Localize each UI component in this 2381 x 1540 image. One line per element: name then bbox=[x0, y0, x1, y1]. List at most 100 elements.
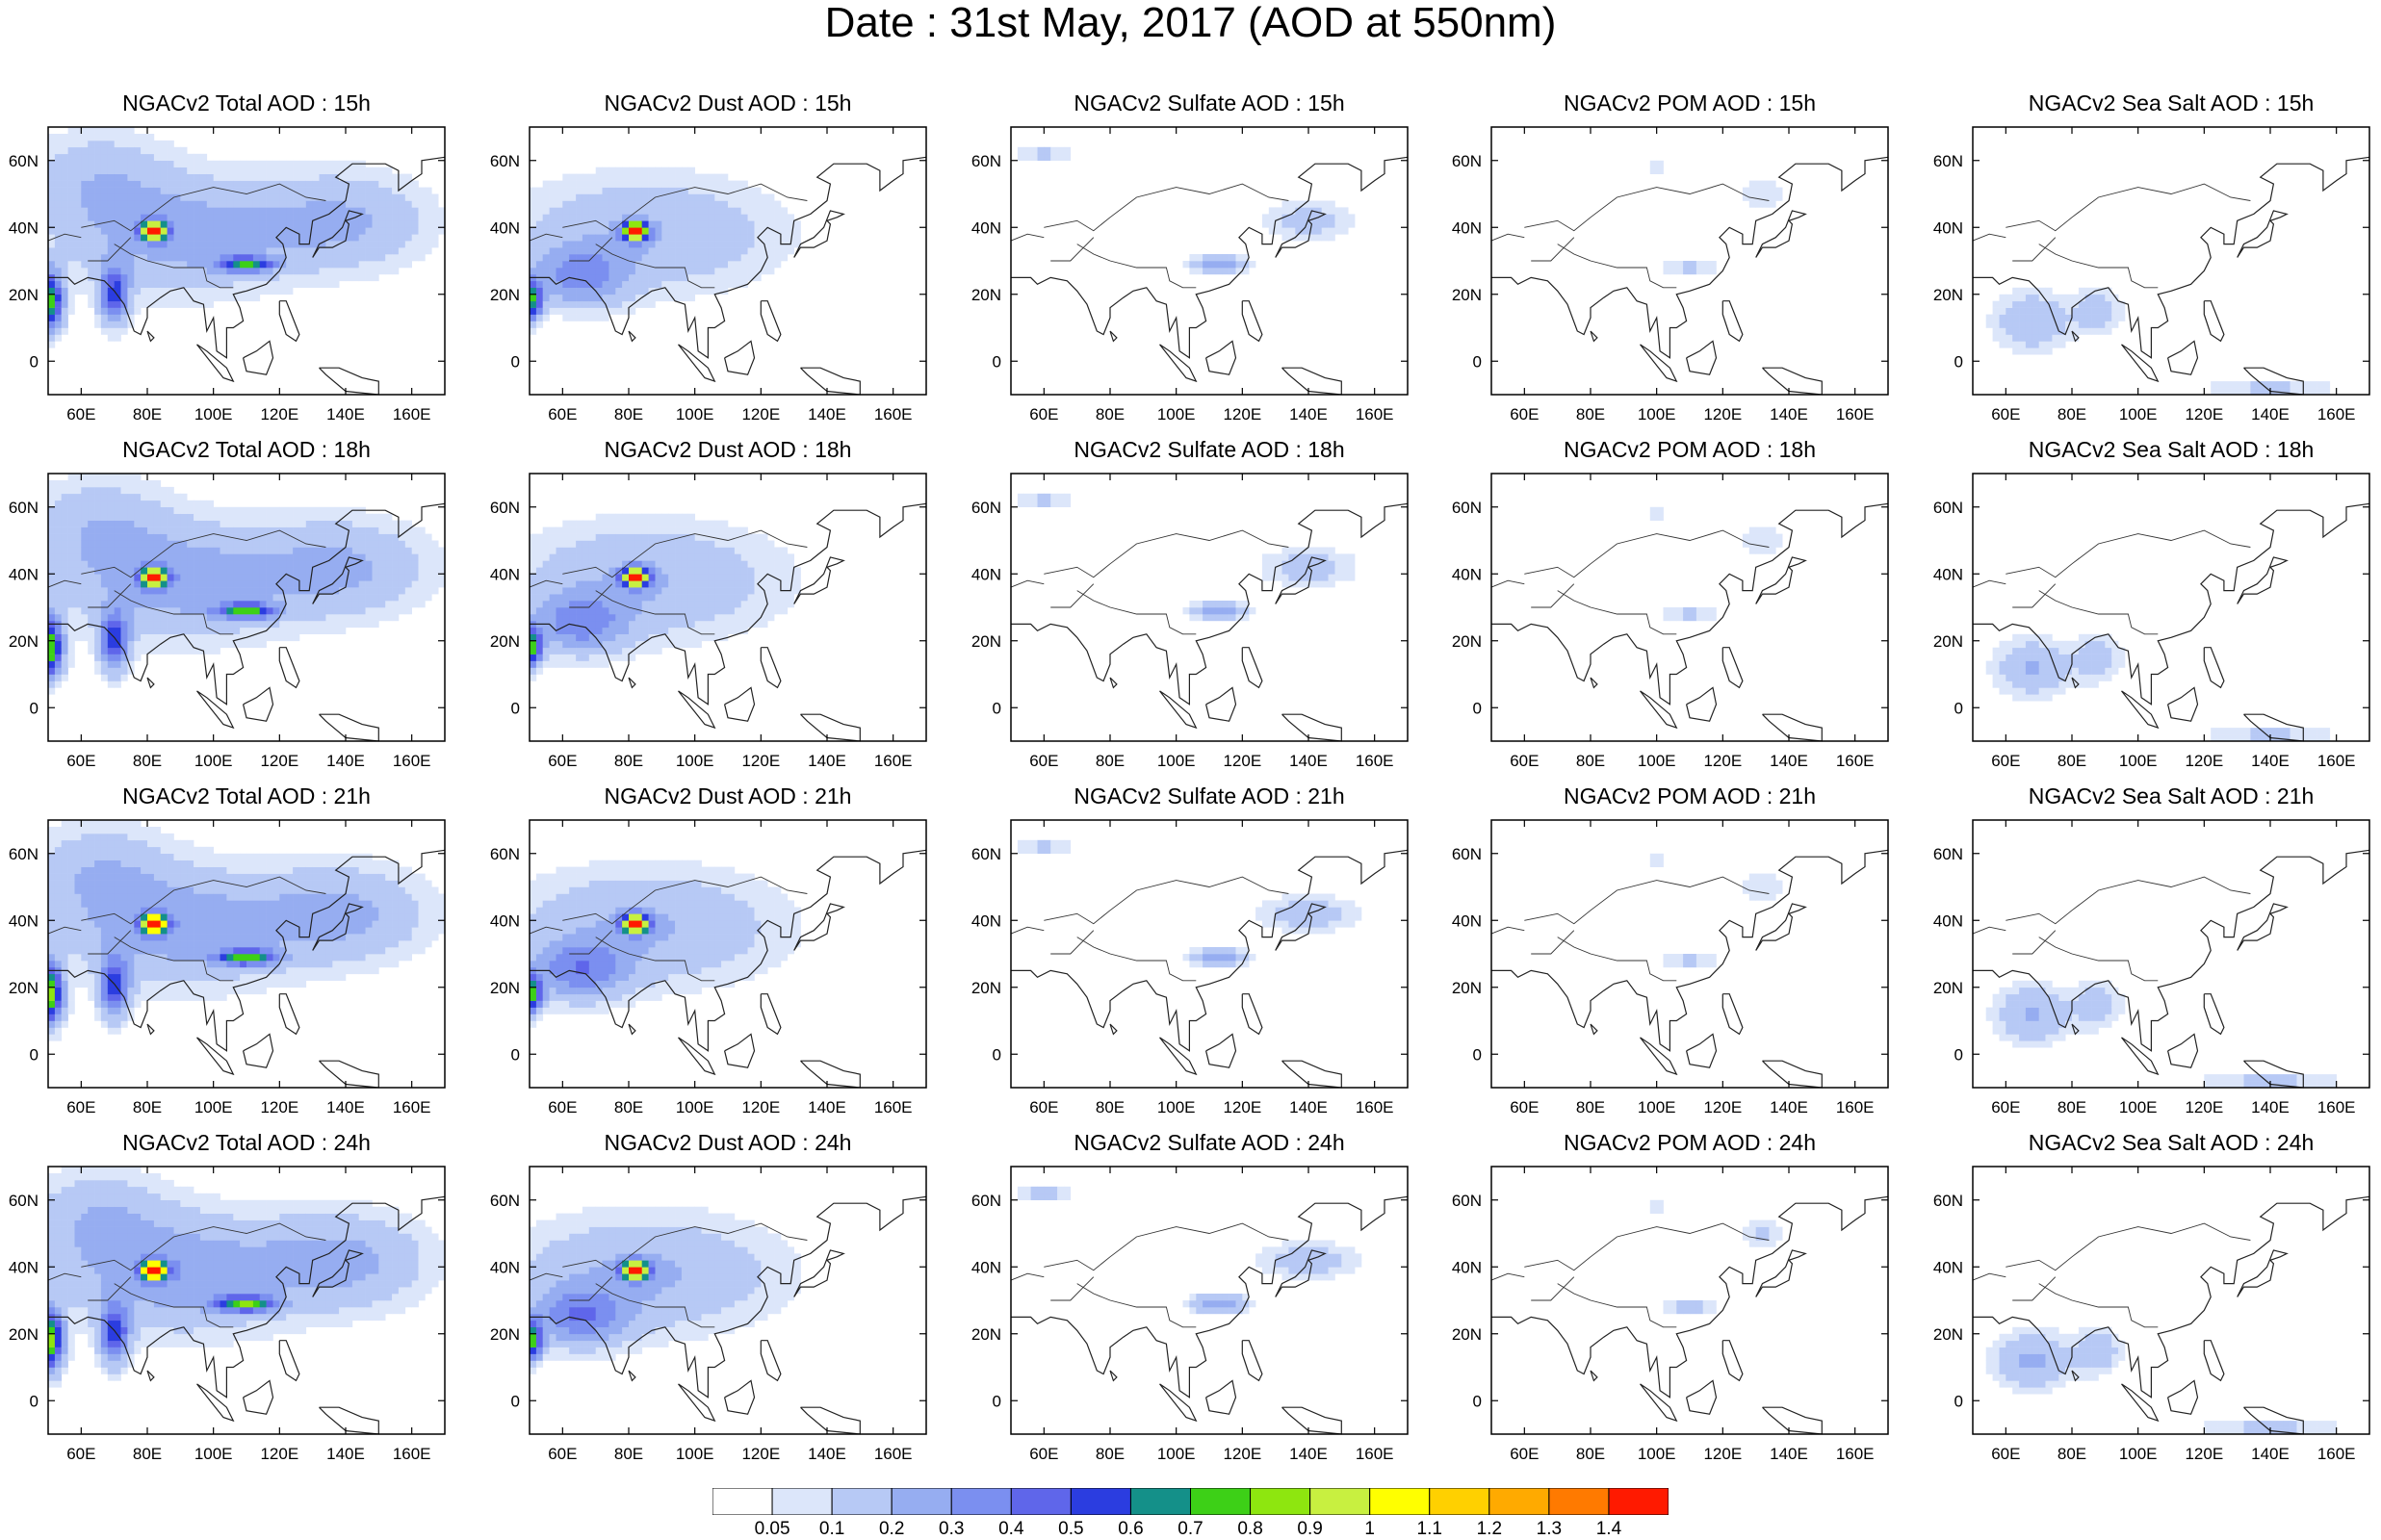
aod-cell bbox=[622, 548, 629, 554]
aod-cell bbox=[702, 594, 709, 601]
aod-cell bbox=[419, 553, 426, 560]
aod-cell bbox=[194, 268, 200, 274]
aod-cell bbox=[226, 541, 233, 548]
aod-cell bbox=[622, 654, 629, 661]
aod-cell bbox=[359, 181, 366, 188]
aod-cell bbox=[721, 214, 728, 220]
aod-cell bbox=[187, 241, 194, 247]
aod-cell bbox=[1329, 201, 1335, 208]
aod-cell bbox=[62, 214, 68, 220]
aod-cell bbox=[576, 541, 582, 548]
aod-cell bbox=[320, 188, 326, 194]
aod-cell bbox=[279, 281, 286, 288]
aod-cell bbox=[675, 607, 682, 614]
aod-cell bbox=[608, 641, 615, 648]
aod-cell bbox=[233, 241, 240, 247]
aod-cell bbox=[550, 567, 556, 574]
aod-cell bbox=[194, 553, 200, 560]
country-border bbox=[1044, 530, 1288, 578]
aod-cell bbox=[629, 594, 635, 601]
aod-cell bbox=[168, 220, 174, 227]
aod-cell bbox=[88, 247, 94, 254]
aod-cell bbox=[48, 500, 55, 507]
aod-cell bbox=[306, 527, 313, 534]
aod-cell bbox=[1329, 580, 1335, 587]
aod-cell bbox=[748, 227, 755, 234]
aod-cell bbox=[405, 194, 412, 201]
aod-cell bbox=[134, 181, 141, 188]
aod-cell bbox=[332, 161, 339, 167]
aod-cell bbox=[108, 188, 115, 194]
aod-cell bbox=[2046, 341, 2053, 347]
aod-cell bbox=[741, 621, 748, 628]
aod-cell bbox=[576, 614, 582, 621]
aod-cell bbox=[115, 607, 121, 614]
aod-cell bbox=[134, 634, 141, 641]
aod-cell bbox=[735, 207, 741, 214]
aod-cell bbox=[1223, 614, 1229, 621]
aod-cell bbox=[220, 607, 227, 614]
aod-cell bbox=[194, 254, 200, 261]
aod-cell bbox=[702, 201, 709, 208]
aod-cell bbox=[127, 607, 134, 614]
aod-cell bbox=[332, 601, 339, 607]
aod-cell bbox=[88, 288, 94, 295]
aod-cell bbox=[101, 587, 108, 594]
aod-cell bbox=[589, 315, 596, 321]
aod-cell bbox=[2058, 315, 2065, 321]
aod-cell bbox=[48, 220, 55, 227]
aod-cell bbox=[642, 514, 649, 521]
aod-cell bbox=[576, 628, 582, 634]
aod-cell bbox=[68, 514, 75, 521]
aod-cell bbox=[48, 227, 55, 234]
aod-cell bbox=[543, 654, 550, 661]
aod-cell bbox=[75, 594, 82, 601]
aod-cell bbox=[68, 534, 75, 541]
aod-cell bbox=[741, 201, 748, 208]
aod-cell bbox=[412, 201, 419, 208]
aod-cell bbox=[536, 668, 543, 675]
aod-cell bbox=[392, 521, 399, 527]
aod-cell bbox=[299, 534, 306, 541]
aod-cell bbox=[267, 201, 273, 208]
aod-cell bbox=[75, 494, 82, 500]
aod-cell bbox=[313, 553, 320, 560]
aod-cell bbox=[94, 241, 101, 247]
aod-cell bbox=[313, 541, 320, 548]
aod-cell bbox=[721, 621, 728, 628]
aod-cell bbox=[115, 661, 121, 668]
aod-cell bbox=[378, 601, 385, 607]
aod-cell bbox=[233, 188, 240, 194]
aod-cell bbox=[81, 587, 88, 594]
aod-cell bbox=[279, 541, 286, 548]
aod-cell bbox=[392, 601, 399, 607]
aod-cell bbox=[187, 594, 194, 601]
aod-cell bbox=[562, 174, 569, 181]
aod-cell bbox=[115, 580, 121, 587]
aod-cell bbox=[675, 601, 682, 607]
aod-cell bbox=[2257, 388, 2264, 395]
aod-cell bbox=[748, 234, 755, 241]
aod-cell bbox=[2303, 381, 2310, 388]
aod-cell bbox=[1276, 553, 1282, 560]
aod-cell bbox=[536, 574, 543, 580]
country-border bbox=[1524, 184, 1769, 231]
aod-cell bbox=[200, 261, 207, 268]
aod-cell bbox=[101, 308, 108, 315]
aod-cell bbox=[615, 628, 622, 634]
y-tick-label: 0 bbox=[993, 699, 1001, 717]
aod-cell bbox=[682, 201, 688, 208]
aod-cell bbox=[147, 147, 154, 154]
aod-cell bbox=[187, 227, 194, 234]
aod-cell bbox=[741, 207, 748, 214]
aod-cell bbox=[88, 241, 94, 247]
aod-cell bbox=[695, 634, 702, 641]
aod-cell bbox=[1302, 227, 1308, 234]
aod-cell bbox=[530, 308, 536, 315]
aod-cell bbox=[1262, 214, 1269, 220]
aod-cell bbox=[543, 315, 550, 321]
aod-cell bbox=[1743, 188, 1749, 194]
aod-cell bbox=[240, 527, 246, 534]
aod-cell bbox=[536, 553, 543, 560]
aod-cell bbox=[313, 621, 320, 628]
